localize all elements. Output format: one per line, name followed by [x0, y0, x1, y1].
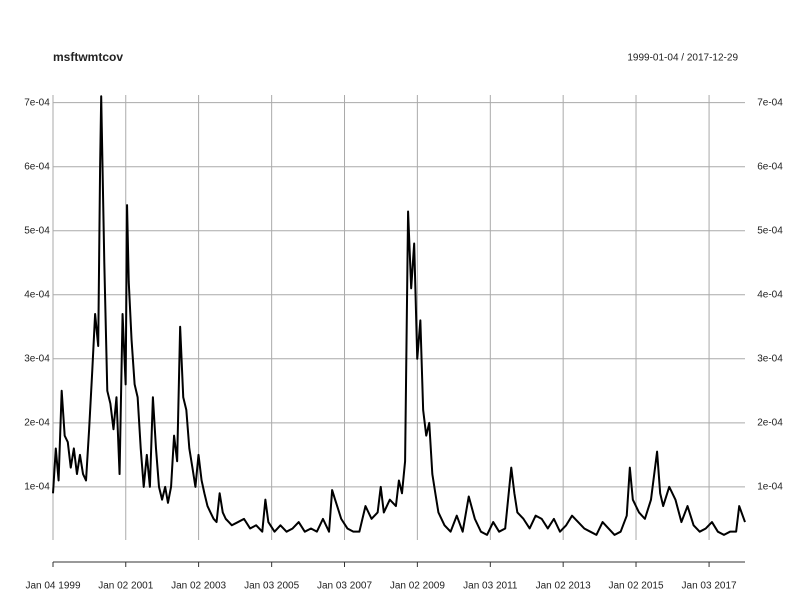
x-tick-label: Jan 03 2005 — [244, 581, 299, 592]
x-tick-label: Jan 03 2007 — [317, 581, 372, 592]
x-tick-label: Jan 03 2017 — [682, 581, 737, 592]
y2-tick-label: 7e-04 — [757, 97, 783, 108]
y-tick-label: 2e-04 — [24, 417, 50, 428]
y2-tick-label: 6e-04 — [757, 161, 783, 172]
y-tick-label: 4e-04 — [24, 289, 50, 300]
y-tick-label: 1e-04 — [24, 481, 50, 492]
x-tick-label: Jan 02 2009 — [390, 581, 445, 592]
y-tick-label: 6e-04 — [24, 161, 50, 172]
date-range: 1999-01-04 / 2017-12-29 — [627, 53, 738, 64]
y-tick-label: 3e-04 — [24, 353, 50, 364]
chart-title: msftwmtcov — [53, 50, 123, 64]
x-tick-label: Jan 02 2015 — [608, 581, 663, 592]
y-tick-label: 7e-04 — [24, 97, 50, 108]
x-tick-label: Jan 02 2003 — [171, 581, 226, 592]
y2-tick-label: 1e-04 — [757, 481, 783, 492]
y2-tick-label: 4e-04 — [757, 289, 783, 300]
y2-tick-label: 5e-04 — [757, 225, 783, 236]
x-tick-label: Jan 02 2013 — [536, 581, 591, 592]
y-tick-label: 5e-04 — [24, 225, 50, 236]
y2-tick-label: 2e-04 — [757, 417, 783, 428]
x-tick-label: Jan 03 2011 — [463, 581, 518, 592]
x-tick-label: Jan 02 2001 — [98, 581, 153, 592]
y2-tick-label: 3e-04 — [757, 353, 783, 364]
series-line — [52, 95, 746, 536]
x-tick-label: Jan 04 1999 — [25, 581, 80, 592]
